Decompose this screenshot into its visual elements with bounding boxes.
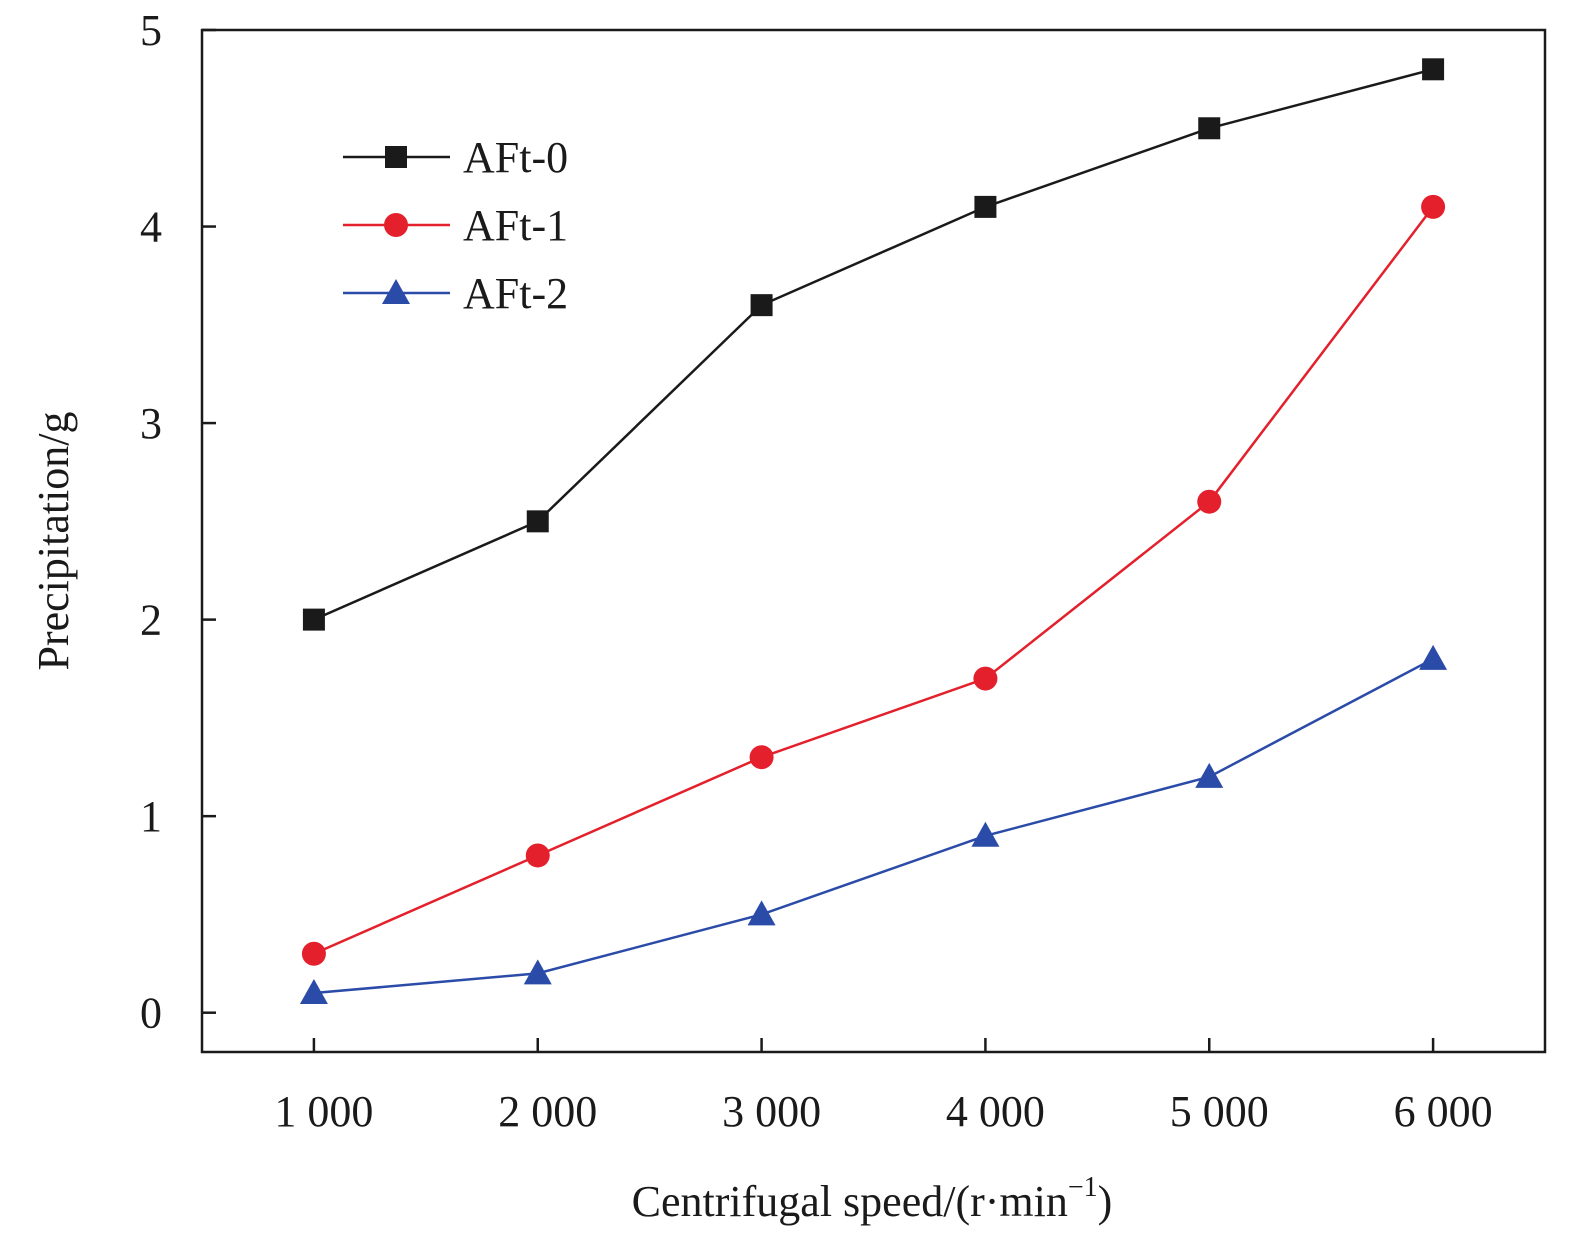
legend-label: AFt-2 (463, 269, 568, 318)
series-line (313, 657, 1434, 995)
x-tick-label: 5 000 (1170, 1087, 1269, 1136)
y-axis: 0 1 2 3 4 5 (140, 6, 216, 1038)
legend-marker (384, 213, 408, 237)
series-line (313, 68, 1434, 621)
x-tick-label: 4 000 (946, 1087, 1045, 1136)
x-tick-label: 6 000 (1394, 1087, 1493, 1136)
series-layer (299, 58, 1448, 1005)
y-tick-label: 2 (140, 596, 162, 645)
data-point (1197, 489, 1222, 514)
legend-label: AFt-0 (463, 133, 568, 182)
series-aft-0 (302, 58, 1445, 631)
data-point (301, 941, 326, 966)
series-aft-2 (299, 644, 1448, 1005)
data-point (302, 608, 325, 631)
y-axis-title: Precipitation/g (29, 411, 78, 670)
series-line (313, 206, 1435, 955)
x-axis-title: Centrifugal speed/(r·min−1) (632, 1172, 1113, 1226)
y-tick-label: 1 (140, 792, 162, 841)
series-aft-1 (301, 194, 1446, 966)
data-point (750, 294, 773, 317)
data-point (971, 821, 1000, 847)
legend-marker (385, 146, 407, 168)
legend-marker (382, 279, 410, 304)
data-point (749, 745, 774, 770)
data-point (974, 195, 997, 218)
plot-frame (200, 28, 1547, 1054)
y-tick-label: 5 (140, 6, 162, 55)
x-tick-label: 1 000 (274, 1087, 373, 1136)
y-tick-label: 4 (140, 203, 162, 252)
legend-label: AFt-1 (463, 201, 568, 250)
legend-item: AFt-0 (343, 133, 568, 182)
data-point (526, 510, 549, 533)
x-tick-label: 3 000 (722, 1087, 821, 1136)
data-point (1195, 762, 1224, 788)
legend: AFt-0 AFt-1 AFt-2 (343, 133, 568, 318)
data-point (299, 979, 328, 1005)
data-point (1421, 194, 1446, 219)
y-tick-label: 0 (140, 989, 162, 1038)
data-point (973, 666, 998, 691)
y-tick-label: 3 (140, 399, 162, 448)
data-point (1422, 58, 1445, 81)
data-point (525, 843, 550, 868)
data-point (1419, 644, 1448, 670)
legend-item: AFt-1 (343, 201, 568, 250)
x-axis: 1 000 2 000 3 000 4 000 5 000 6 000 (274, 1038, 1493, 1136)
legend-item: AFt-2 (343, 269, 568, 318)
data-point (747, 900, 776, 926)
data-point (1198, 117, 1221, 140)
data-point (523, 959, 552, 985)
x-axis-title-main: Centrifugal speed/(r·min (632, 1177, 1068, 1226)
x-axis-title-superscript: −1 (1068, 1172, 1098, 1203)
x-tick-label: 2 000 (498, 1087, 597, 1136)
x-axis-title-suffix: ) (1098, 1177, 1113, 1226)
